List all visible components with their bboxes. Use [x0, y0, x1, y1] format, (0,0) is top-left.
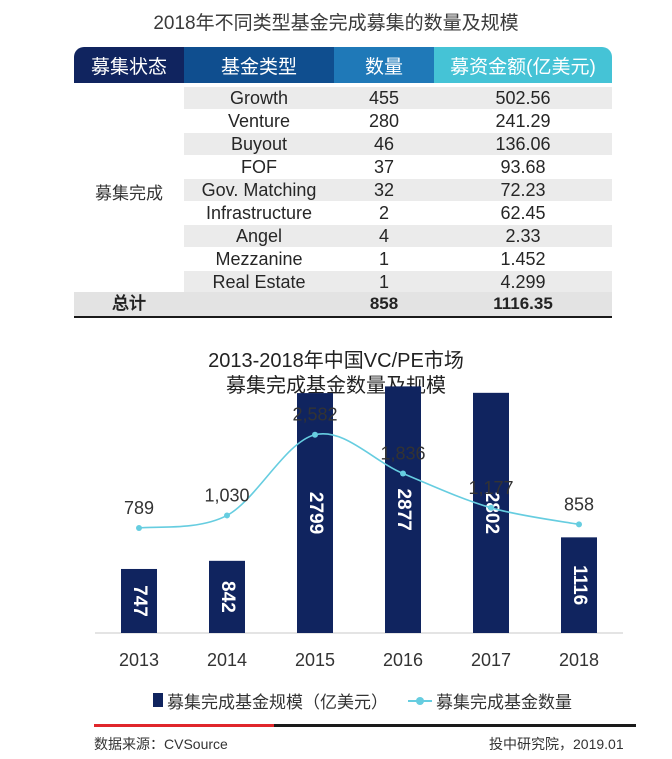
fund-type-cell: Gov. Matching [201, 180, 317, 200]
amount-cell: 62.45 [500, 203, 546, 223]
table-row-band [184, 225, 612, 247]
table-row-band [184, 87, 612, 109]
count-cell: 1 [378, 272, 389, 292]
bar-value-label: 1116 [569, 565, 590, 605]
amount-cell: 93.68 [500, 157, 546, 177]
source-note: 数据来源：CVSource [94, 736, 228, 752]
bar-value-label: 2802 [481, 492, 502, 534]
amount-cell: 502.56 [495, 88, 551, 108]
header-amount: 募资金额(亿美元) [434, 47, 612, 83]
count-value-label: 858 [564, 494, 594, 514]
bar-value-label: 2799 [305, 492, 326, 534]
count-line [138, 432, 580, 529]
status-cell: 募集完成 [95, 184, 163, 203]
x-tick-label: 2016 [383, 650, 423, 670]
count-point-2014 [224, 512, 230, 519]
count-cell: 280 [368, 111, 400, 131]
x-tick-label: 2017 [471, 650, 511, 670]
count-point-2016 [400, 470, 406, 477]
amount-cell: 241.29 [495, 111, 551, 131]
header-count: 数量 [334, 47, 434, 83]
amount-cell: 1.452 [500, 249, 546, 269]
count-point-2017 [488, 504, 494, 511]
count-value-label: 1,836 [380, 444, 425, 464]
credit-note: 投中研究院，2019.01 [489, 736, 624, 752]
amount-cell: 136.06 [495, 134, 551, 154]
table-bottom-rule [74, 316, 612, 318]
footer-rule-black [274, 724, 636, 727]
count-cell: 2 [378, 203, 389, 223]
count-cell: 455 [368, 88, 400, 108]
count-cell: 32 [373, 180, 395, 200]
fund-type-cell: Buyout [230, 134, 288, 154]
count-value-label: 2,582 [292, 405, 337, 425]
bar-value-label: 747 [129, 585, 150, 617]
table-row-band [184, 179, 612, 201]
fund-type-cell: Infrastructure [205, 203, 313, 223]
header-fund-type: 基金类型 [184, 47, 334, 83]
count-value-label: 1,030 [204, 485, 249, 505]
chart-title: 2013-2018年中国VC/PE市场 [208, 350, 464, 372]
count-cell: 4 [378, 226, 389, 246]
count-cell: 1 [378, 249, 389, 269]
count-value-label: 1,177 [468, 478, 513, 498]
total-count: 858 [369, 294, 399, 313]
fund-type-cell: Growth [229, 88, 289, 108]
table-title: 2018年不同类型基金完成募集的数量及规模 [153, 13, 519, 34]
legend-bar-label: 募集完成基金规模（亿美元） [167, 693, 388, 712]
count-cell: 37 [373, 157, 395, 177]
total-amount: 1116.35 [493, 294, 553, 313]
bar-value-label: 2877 [393, 489, 414, 531]
legend-bar-swatch [153, 693, 163, 707]
amount-cell: 2.33 [505, 226, 541, 246]
bar-2017 [473, 392, 509, 633]
count-cell: 46 [373, 134, 395, 154]
total-row [74, 292, 612, 316]
bar-2013 [121, 568, 157, 633]
x-tick-label: 2014 [207, 650, 247, 670]
amount-cell: 4.299 [500, 272, 546, 292]
fund-type-cell: Real Estate [212, 272, 306, 292]
fund-type-cell: Angel [235, 226, 283, 246]
x-tick-label: 2015 [295, 650, 335, 670]
total-label: 总计 [112, 294, 146, 313]
table-row-band [184, 133, 612, 155]
count-point-2018 [576, 521, 582, 528]
count-point-2015 [312, 431, 318, 438]
bar-value-label: 842 [217, 581, 238, 613]
bar-2014 [209, 560, 245, 633]
count-value-label: 789 [124, 498, 154, 518]
fund-type-cell: Venture [227, 111, 291, 131]
combo-chart: 747 842 2799 2877 2802 1116 789 1,030 2,582 1,836… [95, 386, 623, 670]
footer-rule-red [94, 724, 274, 727]
table-row-band [184, 271, 612, 293]
count-point-2013 [136, 524, 142, 531]
legend-line-dot [416, 697, 424, 705]
amount-cell: 72.23 [500, 180, 546, 200]
legend-line-label: 募集完成基金数量 [436, 693, 572, 712]
x-tick-label: 2013 [119, 650, 159, 670]
bar-2018 [561, 537, 597, 633]
x-tick-label: 2018 [559, 650, 599, 670]
fund-type-cell: FOF [241, 157, 277, 177]
header-status: 募集状态 [74, 47, 184, 83]
fund-type-cell: Mezzanine [215, 249, 303, 269]
bar-2016 [385, 386, 421, 633]
